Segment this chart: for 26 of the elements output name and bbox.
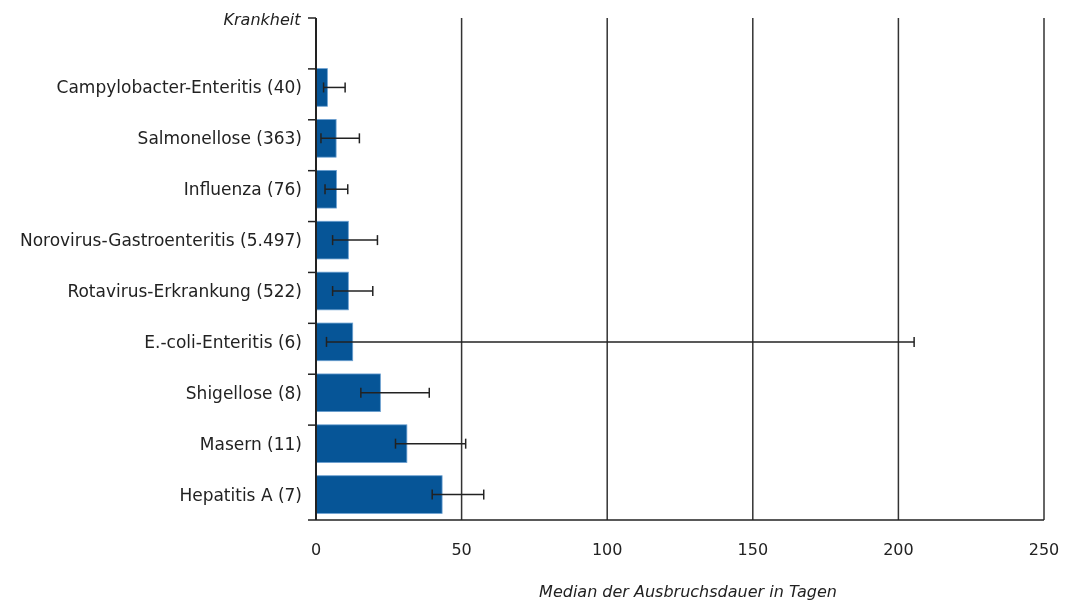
y-tick-label: Rotavirus-Erkrankung (522) [67,280,302,301]
y-tick-label: Hepatitis A (7) [179,484,302,505]
x-tick-label: 250 [1028,540,1060,559]
bar [315,220,349,260]
x-tick-label: 50 [451,540,472,559]
y-tick-label: Norovirus-Gastroenteritis (5.497) [19,230,302,251]
x-tick-label: 0 [310,540,322,559]
y-tick-label: Masern (11) [199,433,302,454]
x-tick-label: 200 [883,540,914,559]
bar [315,68,328,107]
bar [315,271,349,311]
y-tick-label: Salmonellose (363) [137,128,302,149]
bar [315,424,408,463]
bar [315,119,337,158]
bar [315,169,337,209]
bar [315,475,443,514]
x-tick-label: 150 [737,540,769,559]
y-tick-label: Influenza (76) [183,179,302,200]
y-axis-title: Krankheit [223,10,302,29]
bar [315,373,381,413]
y-tick-label: E.-coli-Enteritis (6) [144,331,302,352]
x-tick-label: 100 [591,540,623,559]
y-tick-label: Shigellose (8) [185,382,302,403]
y-tick-label: Campylobacter-Enteritis (40) [56,77,302,98]
x-axis-title: Median der Ausbruchsdauer in Tagen [539,582,837,601]
bar [315,322,354,362]
